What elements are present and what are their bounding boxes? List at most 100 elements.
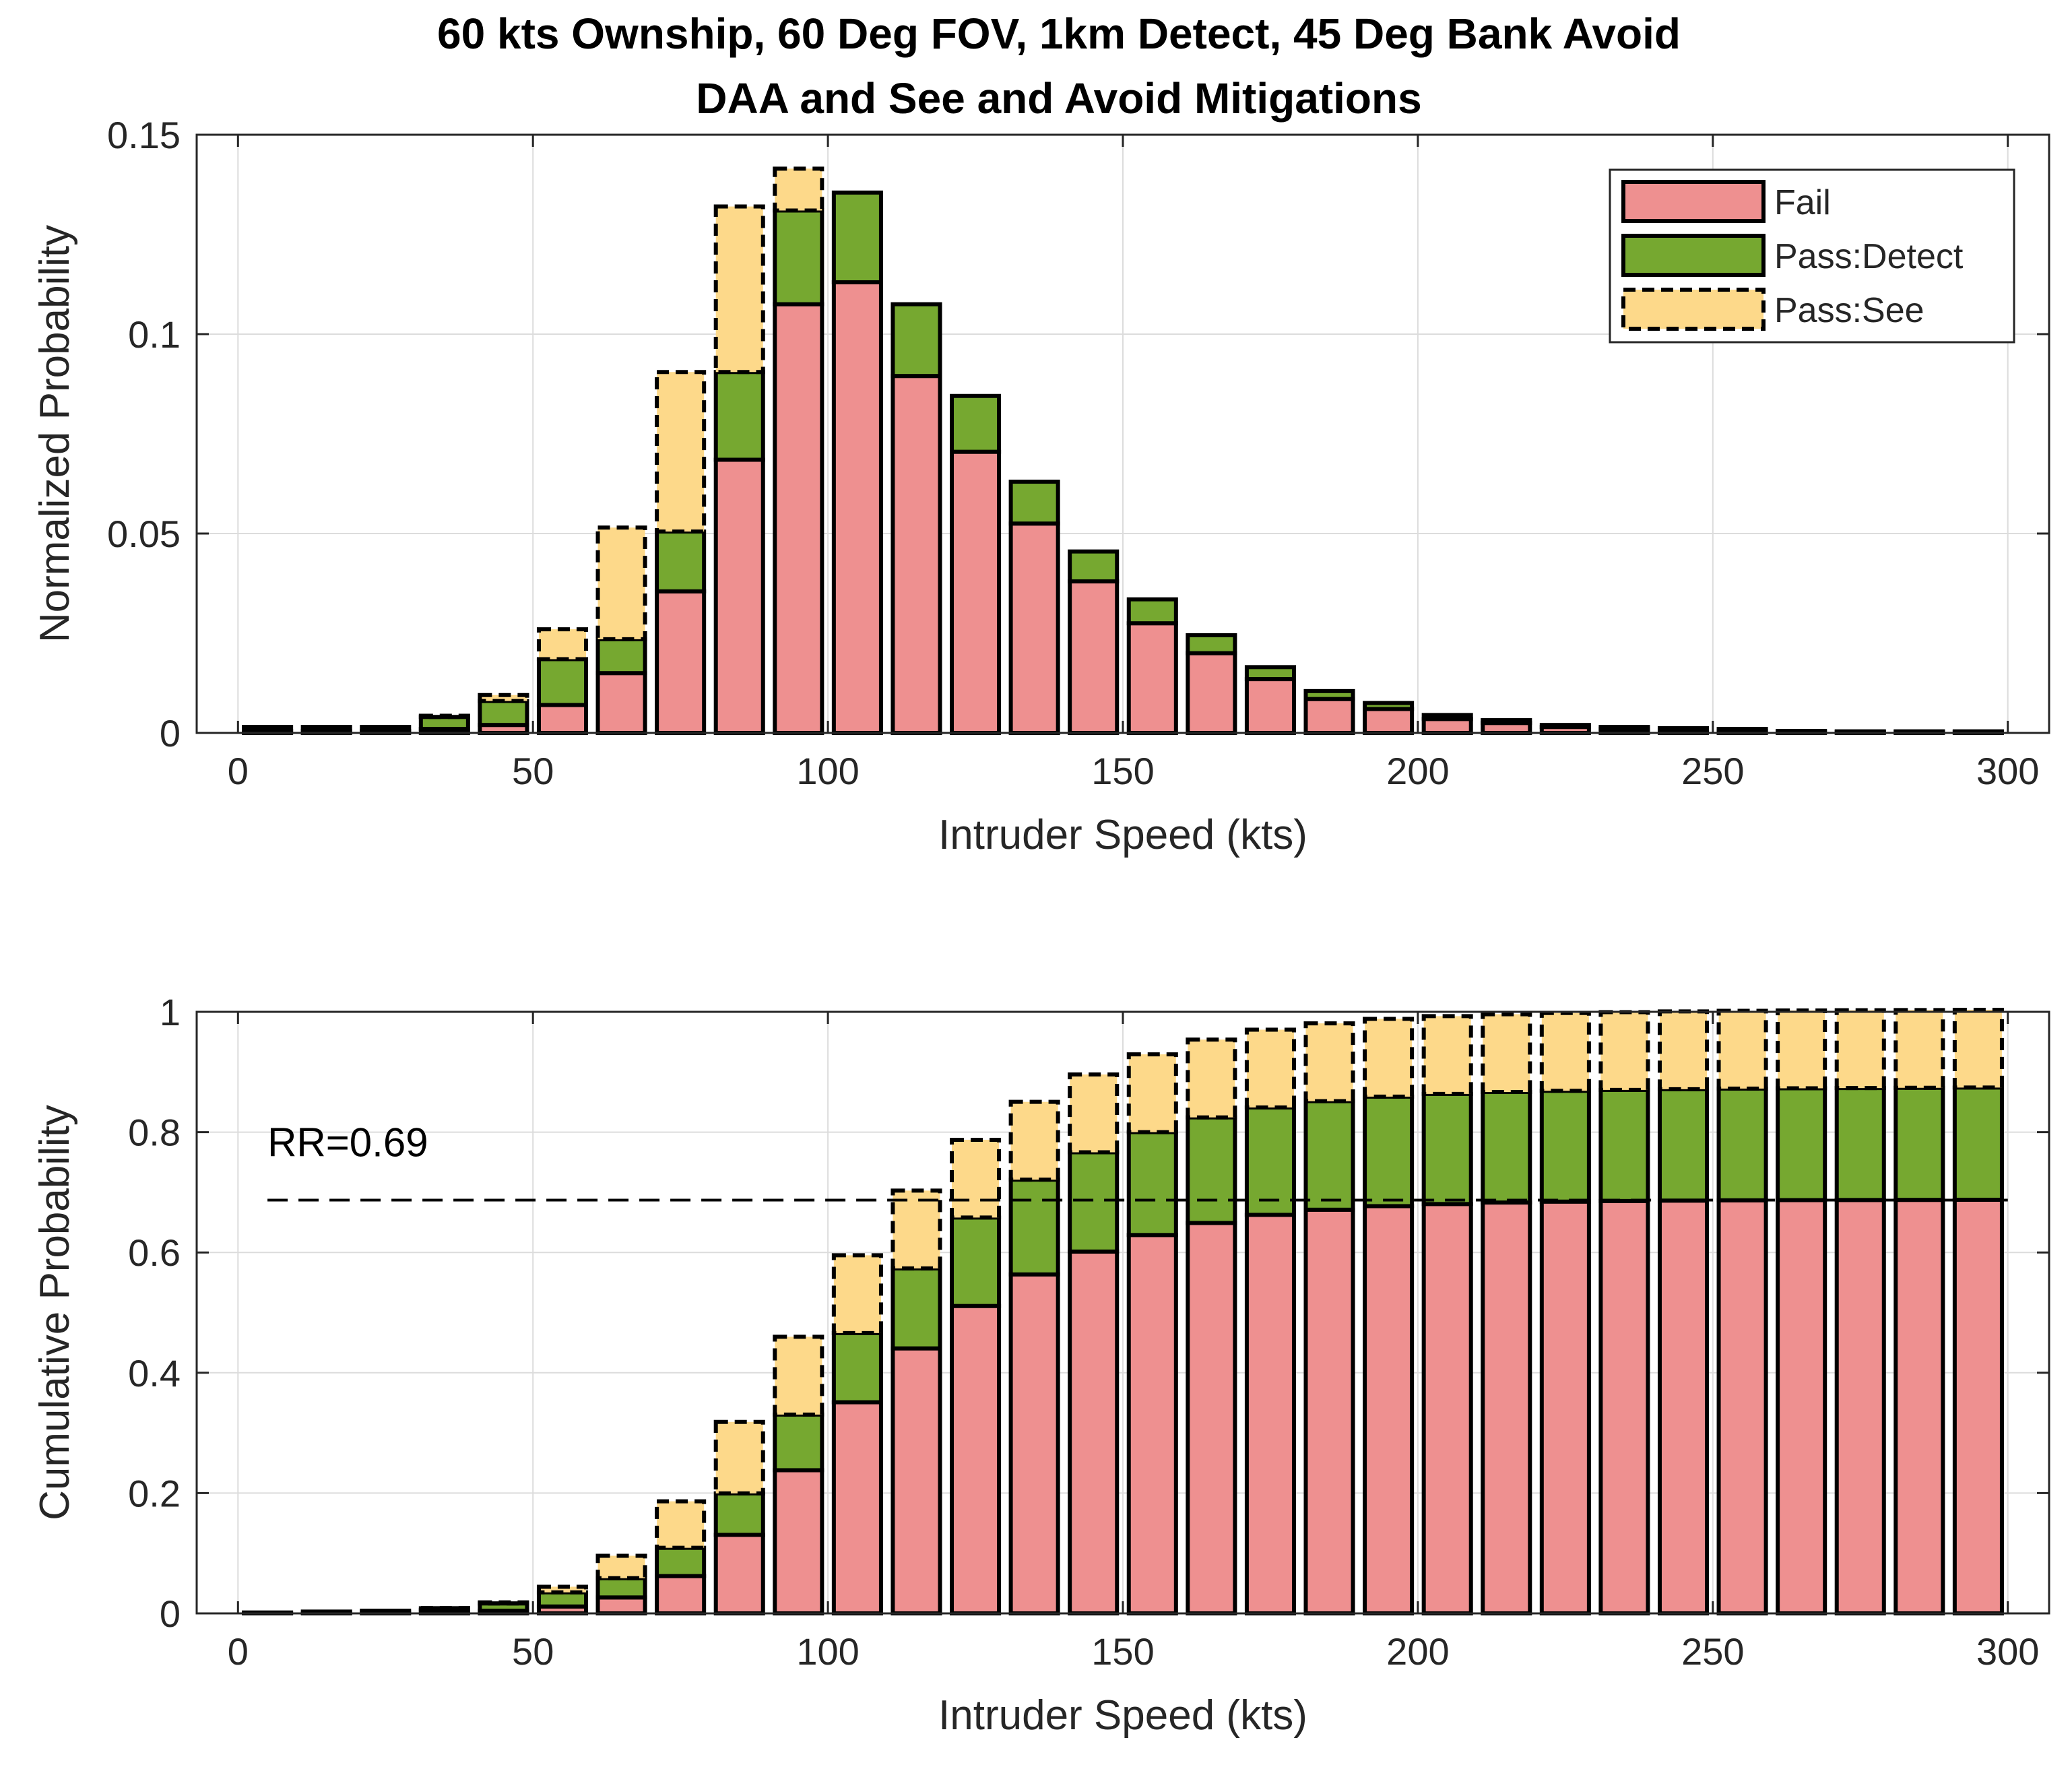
top-y-axis-label: Normalized Probability bbox=[32, 225, 78, 643]
bar-fail-205 bbox=[1421, 1202, 1473, 1615]
bar-fail-185 bbox=[1303, 1207, 1355, 1615]
bar-pass-detect-155 bbox=[1126, 1130, 1178, 1237]
bar-fail-205 bbox=[1421, 717, 1473, 736]
bar-pass-detect-205 bbox=[1421, 1091, 1473, 1207]
bar-pass-detect-35 bbox=[418, 715, 470, 732]
bar-fail-145 bbox=[1068, 579, 1120, 735]
bar-pass-see-285 bbox=[1893, 1008, 1945, 1090]
bar-pass-detect-265 bbox=[1776, 729, 1827, 734]
bar-pass-detect-125 bbox=[950, 1215, 1002, 1308]
bar-pass-detect-165 bbox=[1186, 1115, 1237, 1225]
bar-pass-see-155 bbox=[1126, 1052, 1178, 1134]
bar-pass-see-255 bbox=[1716, 1008, 1768, 1091]
y-tick-label-4: 0.8 bbox=[128, 1112, 181, 1154]
legend-swatch-pass-detect bbox=[1621, 234, 1766, 277]
y-tick-label-0: 0 bbox=[160, 712, 181, 754]
bar-pass-see-85 bbox=[713, 1419, 765, 1495]
bar-pass-detect-165 bbox=[1186, 633, 1237, 655]
bar-pass-see-95 bbox=[773, 166, 824, 213]
legend: Fail Pass:Detect Pass:See bbox=[1609, 168, 2015, 344]
x-tick-label-2: 100 bbox=[796, 750, 859, 792]
bar-pass-see-125 bbox=[950, 1137, 1002, 1220]
bar-pass-see-45 bbox=[478, 1600, 529, 1606]
bar-pass-detect-175 bbox=[1244, 665, 1296, 682]
bar-fail-85 bbox=[713, 457, 765, 735]
bar-fail-175 bbox=[1244, 1213, 1296, 1615]
bar-pass-detect-15 bbox=[300, 725, 352, 734]
bar-pass-see-185 bbox=[1303, 1021, 1355, 1103]
bar-pass-see-135 bbox=[1008, 1099, 1060, 1182]
y-tick-label-1: 0.2 bbox=[128, 1472, 181, 1514]
bar-fail-75 bbox=[655, 589, 707, 736]
bar-fail-195 bbox=[1363, 707, 1415, 735]
bar-pass-detect-235 bbox=[1598, 1087, 1650, 1203]
bottom-y-axis-label: Cumulative Probability bbox=[32, 1105, 78, 1520]
bar-pass-detect-255 bbox=[1716, 1086, 1768, 1202]
bar-pass-detect-135 bbox=[1008, 480, 1060, 526]
bar-pass-see-205 bbox=[1421, 1014, 1473, 1096]
y-tick-label-2: 0.1 bbox=[128, 313, 181, 356]
bar-pass-detect-215 bbox=[1481, 1090, 1532, 1205]
x-tick-label-0: 0 bbox=[228, 1630, 249, 1673]
bottom-ticks: 0 50 100 150 200 250 300 0 0.2 0.4 0.6 0.8 1 bbox=[128, 991, 2049, 1673]
bar-pass-detect-65 bbox=[595, 1576, 647, 1600]
bar-fail-195 bbox=[1363, 1204, 1415, 1615]
bar-pass-detect-225 bbox=[1539, 1089, 1591, 1204]
bar-pass-detect-205 bbox=[1421, 713, 1473, 721]
bar-fail-235 bbox=[1598, 1198, 1650, 1615]
bar-pass-detect-105 bbox=[831, 190, 883, 285]
bar-pass-see-195 bbox=[1363, 1017, 1415, 1099]
bar-pass-detect-25 bbox=[360, 1608, 412, 1615]
bar-fail-255 bbox=[1716, 1198, 1768, 1615]
bar-pass-see-215 bbox=[1481, 1012, 1532, 1095]
bar-pass-detect-255 bbox=[1716, 727, 1768, 734]
bar-pass-detect-245 bbox=[1657, 726, 1710, 732]
legend-swatch-pass-see bbox=[1621, 288, 1766, 331]
bar-pass-see-165 bbox=[1186, 1037, 1237, 1120]
bar-fail-275 bbox=[1834, 1198, 1886, 1616]
chart-title: 60 kts Ownship, 60 Deg FOV, 1km Detect, … bbox=[437, 9, 1681, 58]
bar-pass-detect-185 bbox=[1303, 1099, 1355, 1212]
bar-pass-see-35 bbox=[418, 713, 470, 719]
bar-fail-115 bbox=[891, 374, 942, 735]
x-tick-label-1: 50 bbox=[512, 1630, 554, 1673]
legend-swatch-fail bbox=[1621, 180, 1766, 223]
bar-pass-detect-85 bbox=[713, 1491, 765, 1537]
bar-fail-165 bbox=[1186, 651, 1237, 735]
bar-pass-detect-95 bbox=[773, 1412, 824, 1473]
bar-pass-detect-115 bbox=[891, 302, 942, 379]
bar-pass-see-85 bbox=[713, 204, 765, 375]
bar-pass-see-115 bbox=[891, 1188, 942, 1271]
y-tick-label-0: 0 bbox=[160, 1593, 181, 1635]
bar-fail-125 bbox=[950, 1304, 1002, 1615]
bar-pass-detect-285 bbox=[1893, 1085, 1945, 1202]
bar-fail-85 bbox=[713, 1533, 765, 1615]
bar-pass-detect-45 bbox=[478, 699, 529, 728]
bar-pass-see-75 bbox=[655, 1499, 707, 1550]
bar-pass-detect-75 bbox=[655, 529, 707, 593]
y-tick-label-2: 0.4 bbox=[128, 1352, 181, 1394]
bar-pass-detect-235 bbox=[1598, 725, 1650, 732]
bar-fail-155 bbox=[1126, 1233, 1178, 1615]
bar-fail-55 bbox=[536, 703, 589, 736]
x-tick-label-4: 200 bbox=[1386, 750, 1449, 792]
bar-fail-165 bbox=[1186, 1221, 1237, 1615]
bar-pass-detect-225 bbox=[1539, 723, 1591, 730]
bar-pass-detect-55 bbox=[536, 657, 589, 707]
bar-pass-detect-145 bbox=[1068, 549, 1120, 584]
bar-fail-175 bbox=[1244, 677, 1296, 736]
x-tick-label-1: 50 bbox=[512, 750, 554, 792]
bar-pass-see-45 bbox=[478, 693, 529, 703]
bar-pass-see-175 bbox=[1244, 1027, 1296, 1109]
bar-fail-65 bbox=[595, 671, 647, 736]
bar-pass-see-65 bbox=[595, 1553, 647, 1580]
bar-pass-detect-45 bbox=[478, 1601, 529, 1613]
bar-pass-detect-265 bbox=[1776, 1086, 1827, 1202]
x-tick-label-2: 100 bbox=[796, 1630, 859, 1673]
legend-label-pass-detect: Pass:Detect bbox=[1774, 237, 1964, 276]
bar-pass-see-265 bbox=[1776, 1008, 1827, 1091]
bar-pass-see-65 bbox=[595, 525, 647, 641]
bar-pass-detect-195 bbox=[1363, 1094, 1415, 1209]
bar-pass-detect-5 bbox=[242, 725, 294, 734]
